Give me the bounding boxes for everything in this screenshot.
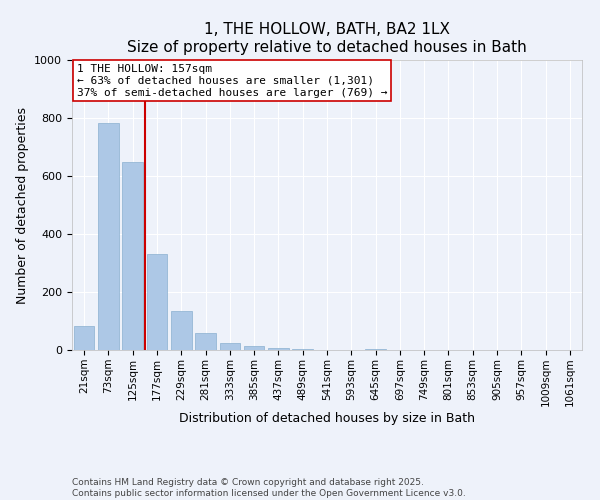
Bar (220, 343, 240, 350)
Bar (244, 346, 265, 350)
Bar (122, 162, 143, 350)
Bar (146, 254, 167, 350)
Text: Contains HM Land Registry data © Crown copyright and database right 2025.
Contai: Contains HM Land Registry data © Crown c… (72, 478, 466, 498)
Bar (268, 348, 289, 350)
Y-axis label: Number of detached properties: Number of detached properties (16, 106, 29, 304)
Bar (292, 349, 313, 350)
Title: 1, THE HOLLOW, BATH, BA2 1LX
Size of property relative to detached houses in Bat: 1, THE HOLLOW, BATH, BA2 1LX Size of pro… (127, 22, 527, 54)
Bar (195, 334, 216, 350)
Bar (98, 123, 119, 350)
Bar (74, 326, 94, 350)
Text: 1 THE HOLLOW: 157sqm
← 63% of detached houses are smaller (1,301)
37% of semi-de: 1 THE HOLLOW: 157sqm ← 63% of detached h… (77, 64, 388, 98)
Bar (365, 348, 386, 350)
X-axis label: Distribution of detached houses by size in Bath: Distribution of detached houses by size … (179, 412, 475, 425)
Bar (171, 312, 191, 350)
